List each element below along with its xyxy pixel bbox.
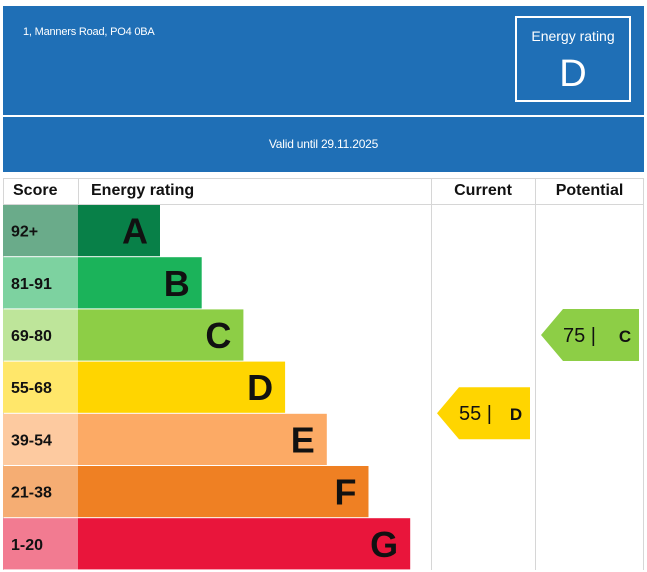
table-top-border — [3, 178, 644, 179]
valid-until-banner: Valid until 29.11.2025 — [3, 117, 644, 172]
current-rating-letter: D — [510, 405, 522, 424]
rating-letter-f: F — [335, 472, 357, 513]
energy-rating-box: Energy rating D — [515, 16, 631, 102]
score-label-d: 55-68 — [11, 380, 52, 397]
rating-letter-a: A — [122, 211, 148, 252]
score-label-a: 92+ — [11, 224, 38, 241]
score-cell-f — [3, 466, 78, 518]
rating-letter-e: E — [291, 419, 315, 460]
current-rating-arrow — [437, 387, 530, 440]
score-cell-c — [3, 309, 78, 361]
score-label-f: 21-38 — [11, 485, 52, 502]
column-header-current: Current — [454, 182, 512, 199]
rating-bar-b — [78, 257, 202, 309]
rating-letter-b: B — [164, 263, 190, 304]
energy-rating-letter: D — [559, 53, 587, 95]
score-cell-d — [3, 361, 78, 413]
score-cell-a — [3, 205, 78, 257]
score-label-g: 1-20 — [11, 537, 43, 554]
current-rating-value: 55 | — [459, 403, 492, 425]
header-banner: 1, Manners Road, PO4 0BA Energy rating D — [3, 6, 644, 115]
table-header-divider — [3, 204, 644, 205]
score-cell-b — [3, 257, 78, 309]
rating-bar-f — [78, 466, 369, 518]
score-label-e: 39-54 — [11, 432, 52, 449]
potential-rating-value: 75 | — [563, 325, 596, 347]
energy-rating-chart: 92+ A 81-91 B 69-80 C 55-68 D 39-54 E 21-38 F 1-20 G 5… — [3, 205, 639, 570]
energy-rating-table: Score Energy rating Current Potential 92… — [3, 178, 644, 570]
table-right-border — [643, 178, 644, 570]
rating-bar-d — [78, 361, 286, 413]
column-header-energy-rating: Energy rating — [91, 182, 195, 199]
rating-bar-e — [78, 413, 327, 465]
column-header-score: Score — [13, 182, 58, 199]
score-label-b: 81-91 — [11, 276, 52, 293]
rating-letter-d: D — [247, 367, 273, 408]
potential-rating-arrow — [541, 309, 639, 361]
potential-rating-letter: C — [619, 327, 631, 346]
score-cell-e — [3, 413, 78, 465]
score-label-c: 69-80 — [11, 328, 52, 345]
current-column-divider — [431, 178, 432, 570]
rating-letter-c: C — [205, 315, 231, 356]
energy-rating-label: Energy rating — [531, 28, 615, 44]
rating-letter-g: G — [370, 524, 398, 565]
rating-bar-g — [78, 518, 411, 570]
column-header-potential: Potential — [555, 182, 624, 199]
potential-column-divider — [535, 178, 536, 570]
rating-bar-a — [78, 205, 160, 257]
score-cell-g — [3, 518, 78, 570]
property-address: 1, Manners Road, PO4 0BA — [23, 26, 155, 38]
rating-bar-c — [78, 309, 244, 361]
score-column-divider — [78, 178, 79, 204]
